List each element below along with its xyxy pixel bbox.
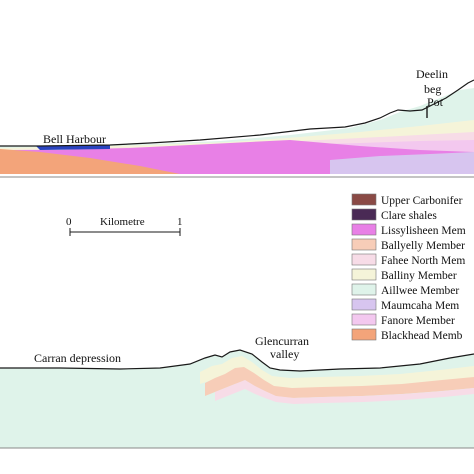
- legend: Upper Carbonifer Clare shales Lissylishe…: [351, 193, 466, 342]
- bottom-surface-line: [0, 349, 474, 372]
- top-surface-line: [0, 79, 474, 147]
- legend-swatch-aillwee: [351, 283, 377, 296]
- legend-label-ballyelly: Ballyelly Member: [381, 240, 465, 252]
- legend-swatch-fanore: [351, 313, 377, 326]
- legend-swatch-ballyelly: [351, 238, 377, 251]
- label-glencurran-line2: valley: [270, 347, 299, 361]
- scale-bar-end-label: 1: [177, 216, 183, 228]
- legend-item-lissylisheen: Lissylisheen Mem: [351, 223, 466, 237]
- bottom-layer-balliny: [200, 356, 474, 390]
- legend-item-clare-shales: Clare shales: [351, 208, 437, 222]
- legend-swatch-balliny: [351, 268, 377, 281]
- legend-item-fanore: Fanore Member: [351, 313, 455, 327]
- legend-item-fahee-north: Fahee North Mem: [351, 253, 465, 267]
- legend-label-fanore: Fanore Member: [381, 315, 455, 327]
- legend-swatch-fahee-north: [351, 253, 377, 266]
- top-layer-blackhead: [0, 149, 180, 174]
- scale-bar-title: Kilometre: [100, 216, 145, 228]
- legend-swatch-lissylisheen: [351, 223, 377, 236]
- legend-label-balliny: Balliny Member: [381, 270, 457, 282]
- legend-label-fahee-north: Fahee North Mem: [381, 255, 465, 267]
- label-carran-depression: Carran depression: [34, 351, 121, 365]
- legend-label-blackhead: Blackhead Memb: [381, 330, 463, 342]
- legend-item-blackhead: Blackhead Memb: [351, 328, 463, 342]
- legend-label-lissylisheen: Lissylisheen Mem: [381, 225, 466, 237]
- legend-swatch-blackhead: [351, 328, 377, 341]
- legend-item-balliny: Balliny Member: [351, 268, 457, 282]
- top-cross-section: Bell Harbour Deelin beg Pot: [0, 67, 474, 174]
- legend-swatch-maumcaha: [351, 298, 377, 311]
- legend-item-ballyelly: Ballyelly Member: [351, 238, 465, 252]
- label-deelin-line2: beg: [424, 82, 441, 96]
- label-deelin-line1: Deelin: [416, 67, 448, 81]
- legend-label-upper-carboniferous: Upper Carbonifer: [381, 195, 463, 207]
- bottom-layer-aillwee: [0, 350, 474, 448]
- legend-label-clare-shales: Clare shales: [381, 210, 437, 222]
- legend-label-aillwee: Aillwee Member: [381, 285, 459, 297]
- bottom-cross-section: Carran depression Glencurran valley: [0, 334, 474, 449]
- label-bell-harbour: Bell Harbour: [43, 132, 106, 146]
- legend-label-maumcaha: Maumcaha Mem: [381, 300, 459, 312]
- scale-bar-start-label: 0: [66, 216, 72, 228]
- legend-swatch-clare-shales: [351, 208, 377, 221]
- legend-item-maumcaha: Maumcaha Mem: [351, 298, 459, 312]
- label-deelin-line3: Pot: [427, 95, 444, 109]
- label-glencurran-line1: Glencurran: [255, 334, 309, 348]
- bottom-layer-fahee-north: [215, 380, 474, 404]
- legend-item-aillwee: Aillwee Member: [351, 283, 459, 297]
- legend-item-upper-carboniferous: Upper Carbonifer: [351, 193, 463, 207]
- top-layer-maumcaha: [330, 152, 474, 174]
- bottom-layer-ballyelly: [205, 367, 474, 398]
- scale-bar: 0 Kilometre 1: [66, 216, 183, 236]
- legend-swatch-upper-carboniferous: [351, 193, 377, 206]
